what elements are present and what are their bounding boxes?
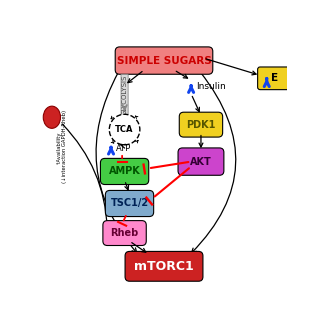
- Text: E: E: [271, 73, 278, 83]
- FancyArrowPatch shape: [96, 72, 137, 253]
- Text: PDK1: PDK1: [186, 120, 216, 130]
- Ellipse shape: [43, 106, 60, 128]
- Text: mTORC1: mTORC1: [134, 260, 194, 273]
- Text: GLYCOLYSIS: GLYCOLYSIS: [122, 75, 128, 115]
- FancyArrowPatch shape: [192, 72, 236, 253]
- FancyBboxPatch shape: [125, 252, 203, 281]
- FancyBboxPatch shape: [105, 190, 154, 217]
- FancyBboxPatch shape: [103, 220, 146, 245]
- FancyArrowPatch shape: [62, 124, 109, 229]
- Text: SIMPLE SUGARS: SIMPLE SUGARS: [116, 56, 212, 66]
- Text: AKT: AKT: [190, 156, 212, 167]
- FancyBboxPatch shape: [115, 47, 213, 74]
- Text: Insulin: Insulin: [196, 82, 226, 91]
- FancyBboxPatch shape: [100, 158, 149, 185]
- Text: TCA: TCA: [115, 125, 134, 134]
- FancyBboxPatch shape: [178, 148, 224, 175]
- Text: AMPK: AMPK: [109, 166, 140, 176]
- Circle shape: [109, 114, 140, 145]
- Text: TSC1/2: TSC1/2: [110, 198, 148, 209]
- FancyBboxPatch shape: [179, 112, 223, 137]
- Text: Rheb: Rheb: [110, 228, 139, 238]
- Text: ↑Availability
(↓interaction GAPDH-Rheb): ↑Availability (↓interaction GAPDH-Rheb): [56, 110, 67, 183]
- Text: ATP: ATP: [116, 144, 131, 153]
- FancyBboxPatch shape: [258, 67, 291, 90]
